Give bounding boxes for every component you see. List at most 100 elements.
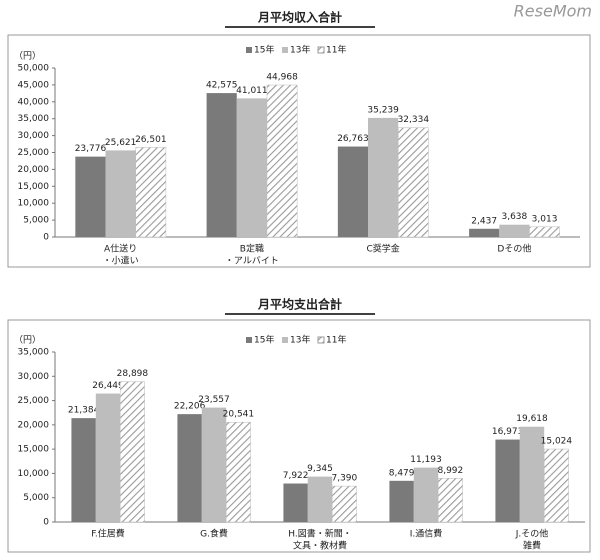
x-tick-label: I.通信費 xyxy=(410,528,443,540)
bar xyxy=(307,476,333,522)
bar xyxy=(499,224,530,237)
bar xyxy=(389,480,414,522)
bar xyxy=(283,483,308,522)
legend-swatch xyxy=(317,46,325,54)
legend-swatch xyxy=(282,337,288,343)
value-label: 9,345 xyxy=(307,464,333,474)
y-tick-label: 20,000 xyxy=(18,420,50,430)
legend-swatch xyxy=(282,47,288,53)
bar xyxy=(437,478,463,523)
value-label: 20,541 xyxy=(223,410,255,420)
bar xyxy=(495,439,520,522)
y-tick-label: 45,000 xyxy=(18,80,50,90)
y-tick-label: 30,000 xyxy=(18,372,50,382)
bar xyxy=(236,98,267,238)
value-label: 8,479 xyxy=(389,468,415,478)
legend-label: 11年 xyxy=(326,44,346,56)
x-tick-label: ・アルバイト xyxy=(225,256,279,267)
value-label: 21,384 xyxy=(68,406,100,416)
value-label: 11,193 xyxy=(410,455,442,465)
bar xyxy=(95,393,121,522)
value-label: 25,621 xyxy=(105,138,137,148)
bar xyxy=(519,426,545,522)
bar xyxy=(397,127,429,238)
x-tick-label: C奨学金 xyxy=(366,243,399,255)
x-tick-label: ・小遣い xyxy=(103,255,139,267)
bar xyxy=(71,418,96,522)
x-tick-label: H.図書・新聞・ xyxy=(288,528,351,540)
bar xyxy=(413,467,439,522)
legend-label: 11年 xyxy=(326,334,346,346)
x-tick-label: 文具・教材費 xyxy=(293,540,347,552)
unit-label: （円） xyxy=(14,51,41,62)
y-tick-label: 15,000 xyxy=(18,445,50,455)
legend-swatch xyxy=(317,336,325,344)
bar xyxy=(529,226,560,238)
chart-frame xyxy=(7,319,591,553)
value-label: 3,638 xyxy=(501,212,527,222)
value-label: 8,992 xyxy=(437,466,463,476)
legend-label: 13年 xyxy=(290,334,310,346)
y-tick-label: 25,000 xyxy=(18,396,50,406)
value-label: 23,557 xyxy=(198,395,230,405)
x-tick-label: B定職 xyxy=(240,243,264,255)
value-label: 28,898 xyxy=(117,369,149,379)
y-tick-label: 35,000 xyxy=(18,348,50,358)
value-label: 19,618 xyxy=(516,414,548,424)
bar xyxy=(75,156,106,237)
bar xyxy=(368,117,399,237)
value-label: 42,575 xyxy=(206,81,238,91)
legend-swatch xyxy=(246,47,252,53)
legend-label: 13年 xyxy=(290,44,310,56)
bar xyxy=(543,448,569,523)
y-tick-label: 0 xyxy=(43,233,49,243)
bar xyxy=(337,146,369,237)
x-tick-label: A仕送り xyxy=(104,243,137,255)
x-tick-label: G.食費 xyxy=(200,528,228,540)
value-label: 26,501 xyxy=(135,135,167,145)
watermark: ReseMom xyxy=(514,2,592,21)
value-label: 7,390 xyxy=(331,474,357,484)
x-tick-label: Dその他 xyxy=(497,243,531,255)
y-tick-label: 5,000 xyxy=(23,493,49,503)
y-tick-label: 10,000 xyxy=(18,199,50,209)
x-tick-label: 雑費 xyxy=(523,540,541,552)
unit-label: （円） xyxy=(14,335,41,346)
value-label: 2,437 xyxy=(471,216,497,226)
value-label: 35,239 xyxy=(367,105,399,115)
value-label: 44,968 xyxy=(266,73,298,83)
bar xyxy=(225,421,251,523)
value-label: 41,011 xyxy=(236,86,268,96)
value-label: 26,763 xyxy=(337,134,369,144)
y-tick-label: 30,000 xyxy=(18,131,50,141)
y-tick-label: 10,000 xyxy=(18,469,50,479)
bar xyxy=(469,228,500,237)
chart-title: 月平均収入合計 xyxy=(257,10,342,25)
bar xyxy=(266,84,298,238)
value-label: 23,776 xyxy=(75,144,107,154)
y-tick-label: 35,000 xyxy=(18,114,50,124)
value-label: 15,024 xyxy=(541,437,573,447)
bar xyxy=(135,147,167,238)
value-label: 32,334 xyxy=(398,115,430,125)
bar xyxy=(177,414,202,522)
legend-label: 15年 xyxy=(254,334,274,346)
bar xyxy=(331,485,357,523)
value-label: 16,973 xyxy=(492,427,524,437)
x-tick-label: F.住居費 xyxy=(91,528,125,540)
value-label: 22,206 xyxy=(174,402,206,412)
x-tick-label: J.その他 xyxy=(515,528,549,540)
y-tick-label: 25,000 xyxy=(18,148,50,158)
y-tick-label: 15,000 xyxy=(18,182,50,192)
chart-frame xyxy=(7,34,591,268)
chart-title: 月平均支出合計 xyxy=(257,297,342,312)
bar xyxy=(119,381,145,523)
value-label: 3,013 xyxy=(532,214,558,224)
value-label: 26,449 xyxy=(92,381,124,391)
y-tick-label: 5,000 xyxy=(23,216,49,226)
bar xyxy=(105,150,136,237)
value-label: 7,922 xyxy=(283,471,309,481)
y-tick-label: 20,000 xyxy=(18,165,50,175)
y-tick-label: 0 xyxy=(43,518,49,528)
